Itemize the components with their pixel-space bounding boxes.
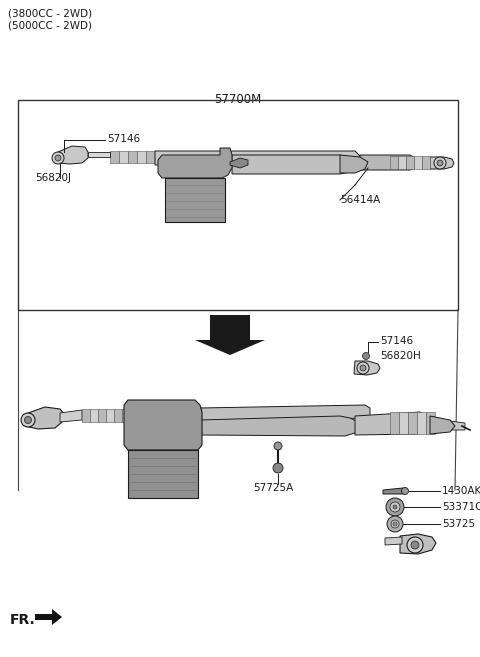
Polygon shape xyxy=(60,410,82,422)
Circle shape xyxy=(411,541,419,549)
Polygon shape xyxy=(165,178,225,222)
Circle shape xyxy=(407,537,423,553)
Polygon shape xyxy=(98,409,106,422)
Circle shape xyxy=(391,520,399,528)
Text: (3800CC - 2WD): (3800CC - 2WD) xyxy=(8,8,92,18)
Polygon shape xyxy=(195,315,265,355)
Text: 57146: 57146 xyxy=(107,134,140,144)
Polygon shape xyxy=(426,412,435,434)
Polygon shape xyxy=(158,148,232,178)
Circle shape xyxy=(362,353,370,359)
Polygon shape xyxy=(398,156,406,169)
Circle shape xyxy=(360,365,366,371)
Text: (5000CC - 2WD): (5000CC - 2WD) xyxy=(8,21,92,31)
Polygon shape xyxy=(355,412,430,435)
Polygon shape xyxy=(200,416,360,436)
Circle shape xyxy=(434,157,446,169)
Circle shape xyxy=(55,155,61,161)
Polygon shape xyxy=(417,412,426,434)
Circle shape xyxy=(393,505,397,509)
Polygon shape xyxy=(383,488,405,494)
Polygon shape xyxy=(128,151,137,163)
Polygon shape xyxy=(390,412,399,434)
Polygon shape xyxy=(430,416,455,434)
Text: 56820J: 56820J xyxy=(35,173,71,183)
Polygon shape xyxy=(119,151,128,163)
Circle shape xyxy=(274,442,282,450)
Circle shape xyxy=(275,465,281,471)
Polygon shape xyxy=(110,151,119,163)
Circle shape xyxy=(24,417,32,424)
Text: 53725: 53725 xyxy=(442,519,475,529)
Polygon shape xyxy=(408,412,417,434)
Circle shape xyxy=(401,487,408,495)
Polygon shape xyxy=(200,405,370,421)
Polygon shape xyxy=(137,151,146,163)
Polygon shape xyxy=(430,157,454,169)
Text: 56414A: 56414A xyxy=(340,195,380,205)
Text: 57725A: 57725A xyxy=(253,483,293,493)
Polygon shape xyxy=(360,155,425,170)
Polygon shape xyxy=(390,156,398,169)
Text: 57700M: 57700M xyxy=(215,93,262,106)
Circle shape xyxy=(386,498,404,516)
Circle shape xyxy=(437,160,443,166)
Text: 57146: 57146 xyxy=(380,336,413,346)
Circle shape xyxy=(21,413,35,427)
Polygon shape xyxy=(422,156,430,169)
Text: 53371C: 53371C xyxy=(442,502,480,512)
Polygon shape xyxy=(406,156,414,169)
Polygon shape xyxy=(122,409,130,422)
Polygon shape xyxy=(35,609,62,625)
Polygon shape xyxy=(90,409,98,422)
Polygon shape xyxy=(146,151,155,163)
Polygon shape xyxy=(128,450,198,498)
Circle shape xyxy=(52,152,64,164)
Polygon shape xyxy=(340,155,368,173)
Circle shape xyxy=(357,362,369,374)
Polygon shape xyxy=(232,155,355,174)
Circle shape xyxy=(387,516,403,532)
Polygon shape xyxy=(354,361,380,375)
Polygon shape xyxy=(88,152,110,157)
Circle shape xyxy=(393,522,397,526)
Polygon shape xyxy=(124,400,202,450)
Polygon shape xyxy=(114,409,122,422)
Polygon shape xyxy=(58,146,88,164)
Text: 56820H: 56820H xyxy=(380,351,421,361)
Polygon shape xyxy=(414,156,422,169)
Polygon shape xyxy=(25,407,65,429)
Polygon shape xyxy=(450,421,465,430)
Text: 1430AK: 1430AK xyxy=(442,486,480,496)
Polygon shape xyxy=(365,160,420,166)
Polygon shape xyxy=(399,412,408,434)
Circle shape xyxy=(390,502,400,512)
Circle shape xyxy=(273,463,283,473)
Polygon shape xyxy=(106,409,114,422)
Polygon shape xyxy=(155,151,360,165)
Polygon shape xyxy=(230,158,248,168)
Bar xyxy=(18,100,458,310)
Polygon shape xyxy=(385,537,402,545)
Polygon shape xyxy=(82,409,90,422)
Polygon shape xyxy=(400,534,436,554)
Text: FR.: FR. xyxy=(10,613,36,627)
